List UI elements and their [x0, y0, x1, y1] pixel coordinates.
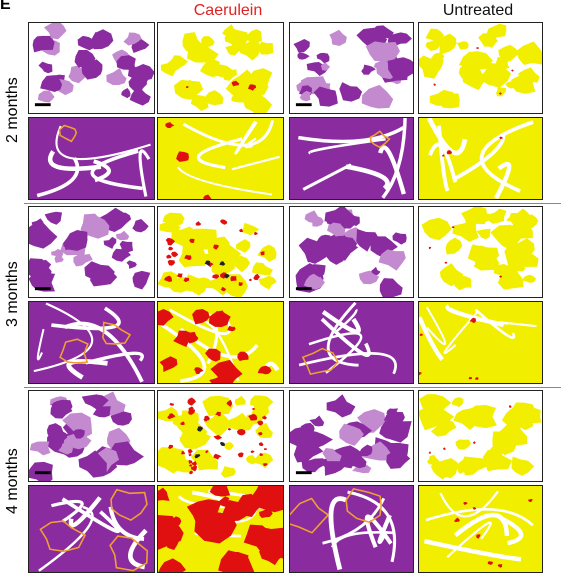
mask-image-tile — [157, 301, 284, 384]
he-image-tile — [289, 22, 414, 114]
he-image-tile — [289, 390, 414, 482]
mask-image-tile — [418, 390, 543, 482]
mask-image-tile — [418, 485, 543, 573]
mask-image-tile — [157, 390, 284, 482]
he-image-tile — [28, 301, 155, 384]
mask-image-tile — [418, 206, 543, 298]
he-image-tile — [28, 390, 155, 482]
he-image-tile — [28, 22, 155, 114]
he-image-tile — [289, 301, 414, 384]
row-label-2-months: 2 months — [4, 77, 21, 143]
mask-image-tile — [418, 117, 543, 200]
mask-image-tile — [157, 485, 284, 573]
he-image-tile — [28, 485, 155, 573]
mask-image-tile — [157, 206, 284, 298]
row-divider — [24, 387, 561, 388]
row-label-4-months: 4 months — [4, 448, 21, 514]
he-image-tile — [289, 117, 414, 200]
row-divider — [24, 203, 561, 204]
he-image-tile — [289, 485, 414, 573]
mask-image-tile — [418, 22, 543, 114]
he-image-tile — [28, 117, 155, 200]
column-header-caerulein: Caerulein — [193, 2, 263, 19]
panel-letter: E — [0, 0, 11, 13]
he-image-tile — [28, 206, 155, 298]
column-header-untreated: Untreated — [442, 2, 514, 19]
row-label-3-months: 3 months — [4, 261, 21, 327]
mask-image-tile — [157, 117, 284, 200]
mask-image-tile — [157, 22, 284, 114]
mask-image-tile — [418, 301, 543, 384]
he-image-tile — [289, 206, 414, 298]
